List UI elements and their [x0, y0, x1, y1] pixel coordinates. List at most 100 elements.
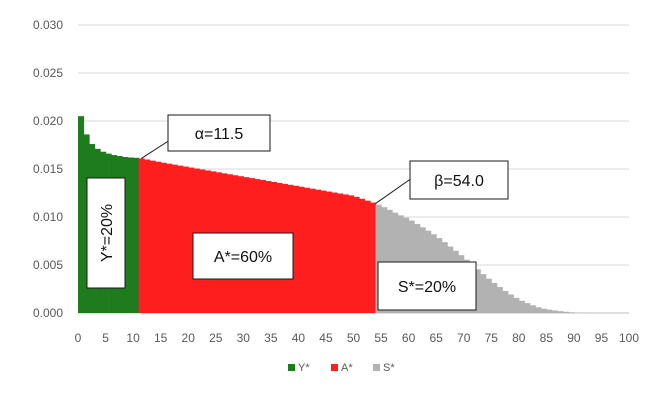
s-share-box [377, 261, 477, 311]
x-tick-label: 60 [402, 331, 416, 345]
bar [386, 209, 393, 313]
bar [78, 116, 85, 313]
bar [557, 311, 564, 313]
bar [298, 186, 305, 313]
bar [160, 162, 167, 313]
y-tick-label: 0.000 [33, 306, 63, 320]
bar [331, 192, 338, 313]
bar [353, 196, 360, 313]
legend-label: Y* [298, 362, 310, 374]
bar [133, 157, 140, 313]
bar [359, 198, 366, 313]
alpha-callout-box [167, 114, 271, 152]
bar [127, 157, 134, 313]
x-tick-label: 15 [154, 331, 168, 345]
x-tick-label: 20 [182, 331, 196, 345]
bar [474, 269, 481, 313]
x-tick-label: 70 [457, 331, 471, 345]
legend-label: A* [341, 362, 353, 374]
y-tick-label: 0.030 [33, 18, 63, 32]
x-tick-label: 75 [485, 331, 499, 345]
x-tick-labels: 0 5 10 15 20 25 30 35 40 45 50 55 60 65 70 75 80 85 90 95 10… [75, 331, 640, 345]
alpha-leader-line [141, 139, 171, 159]
bar [188, 167, 195, 313]
a-share-label: A*=60% [214, 249, 272, 266]
y-tick-label: 0.025 [33, 66, 63, 80]
beta-callout-label: β=54.0 [434, 173, 484, 190]
x-tick-label: 35 [264, 331, 278, 345]
x-tick-label: 45 [319, 331, 333, 345]
legend-label: S* [383, 362, 395, 374]
bar [171, 164, 178, 313]
legend-swatch [331, 364, 338, 371]
x-tick-label: 25 [209, 331, 223, 345]
y-share-box [86, 177, 126, 289]
bar [347, 195, 355, 313]
bar [149, 160, 156, 313]
y-tick-label: 0.010 [33, 210, 63, 224]
a-share-box [192, 232, 294, 280]
bar [292, 185, 299, 313]
legend-swatch [373, 364, 380, 371]
x-tick-label: 0 [75, 331, 82, 345]
x-tick-label: 55 [374, 331, 388, 345]
bar [320, 190, 327, 313]
bar [155, 161, 162, 313]
bar [336, 193, 344, 313]
bar [480, 274, 487, 313]
y-tick-label: 0.005 [33, 258, 63, 272]
bar [524, 303, 531, 313]
x-tick-label: 80 [512, 331, 526, 345]
bar [370, 202, 377, 313]
x-tick-label: 30 [237, 331, 251, 345]
legend-swatch [288, 364, 295, 371]
bar [496, 287, 503, 313]
x-tick-label: 100 [619, 331, 639, 345]
bar [303, 187, 311, 313]
x-tick-label: 40 [292, 331, 306, 345]
bar [325, 191, 333, 313]
bar [485, 278, 492, 313]
x-tick-label: 5 [102, 331, 109, 345]
x-tick-label: 65 [429, 331, 443, 345]
y-tick-label: 0.020 [33, 114, 63, 128]
s-share-label: S*=20% [398, 279, 456, 296]
bar [177, 165, 184, 313]
bar [562, 311, 569, 313]
bar [502, 290, 509, 313]
bar [166, 163, 173, 313]
alpha-callout-label: α=11.5 [195, 126, 244, 143]
bar [518, 300, 525, 313]
beta-leader-line [375, 177, 413, 204]
bars [78, 116, 597, 313]
bar [309, 188, 316, 313]
x-tick-label: 90 [567, 331, 581, 345]
beta-callout-box [409, 160, 509, 200]
y-tick-labels: 0.000 0.005 0.010 0.015 0.020 0.025 0.030 [33, 18, 63, 320]
bar [568, 312, 575, 313]
bar [375, 204, 382, 313]
bar [546, 309, 553, 313]
x-tick-label: 95 [595, 331, 609, 345]
bar [551, 310, 558, 313]
bar [314, 189, 322, 313]
bar [364, 200, 371, 313]
bar [342, 194, 349, 313]
bar [144, 159, 151, 313]
bar [540, 308, 547, 313]
bar [529, 305, 536, 313]
bar [138, 158, 145, 313]
bar [507, 294, 514, 313]
x-tick-label: 10 [126, 331, 140, 345]
bar [513, 297, 520, 313]
y-tick-label: 0.015 [33, 162, 63, 176]
callouts: α=11.5 β=54.0 Y*=20% A*=60% S*=20% [86, 114, 509, 311]
x-tick-label: 85 [540, 331, 554, 345]
bar [381, 207, 388, 313]
bar [535, 307, 542, 313]
bar [491, 283, 498, 313]
bar [182, 166, 189, 313]
x-tick-label: 50 [347, 331, 361, 345]
legend: Y* A* S* [288, 362, 395, 374]
